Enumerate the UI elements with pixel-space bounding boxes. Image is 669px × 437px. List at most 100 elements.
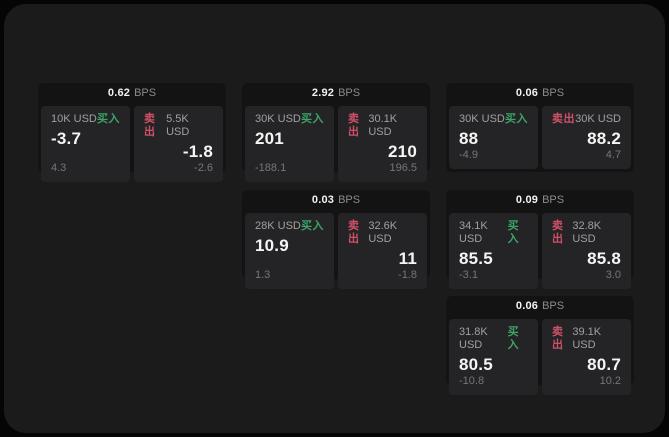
buy-panel[interactable]: 10K USD 买入 -3.7 4.3 bbox=[41, 106, 130, 182]
buy-panel-top: 10K USD 买入 bbox=[51, 113, 120, 126]
bps-header: 0.62 BPS bbox=[41, 83, 223, 103]
card-body: 30K USD 买入 88 -4.9 卖出 30K USD 88.2 4.7 bbox=[449, 106, 631, 169]
bps-value: 0.62 bbox=[107, 87, 131, 99]
buy-panel-top: 34.1K USD 买入 bbox=[459, 220, 528, 246]
buy-side-label: 买入 bbox=[507, 326, 520, 351]
bps-value: 0.06 bbox=[515, 87, 539, 99]
sell-notional: 5.5K USD bbox=[166, 113, 190, 138]
bps-value: 0.06 bbox=[515, 300, 539, 312]
sell-notional: 32.6K USD bbox=[368, 220, 398, 245]
buy-panel-top: 30K USD 买入 bbox=[459, 113, 528, 126]
price-card: 2.92 BPS 30K USD 买入 201 -188.1 卖出 30.1K … bbox=[242, 83, 430, 182]
buy-side-label: 买入 bbox=[301, 113, 324, 125]
bps-unit-label: BPS bbox=[134, 87, 157, 99]
bps-value: 0.09 bbox=[515, 194, 539, 206]
price-card: 0.09 BPS 34.1K USD 买入 85.5 -3.1 卖出 32.8K… bbox=[446, 190, 634, 289]
buy-panel[interactable]: 30K USD 买入 201 -188.1 bbox=[245, 106, 334, 182]
sell-panel-top: 卖出 32.6K USD bbox=[348, 220, 417, 246]
buy-panel-top: 28K USD 买入 bbox=[255, 220, 324, 233]
buy-delta: -4.9 bbox=[459, 149, 478, 161]
bps-unit-label: BPS bbox=[542, 87, 565, 99]
card-body: 28K USD 买入 10.9 1.3 卖出 32.6K USD 11 -1.8 bbox=[245, 213, 427, 289]
buy-panel[interactable]: 28K USD 买入 10.9 1.3 bbox=[245, 213, 334, 289]
buy-delta: 4.3 bbox=[51, 162, 67, 174]
bps-unit-label: BPS bbox=[338, 194, 361, 206]
buy-panel-top: 30K USD 买入 bbox=[255, 113, 324, 126]
buy-side-label: 买入 bbox=[97, 113, 120, 125]
buy-side-label: 买入 bbox=[301, 220, 324, 232]
bps-value: 0.03 bbox=[311, 194, 335, 206]
sell-delta: 3.0 bbox=[605, 269, 621, 281]
buy-price: 88 bbox=[459, 129, 479, 148]
price-card: 0.03 BPS 28K USD 买入 10.9 1.3 卖出 32.6K US… bbox=[242, 190, 430, 289]
buy-notional: 28K USD bbox=[255, 220, 301, 232]
bps-unit-label: BPS bbox=[338, 87, 361, 99]
buy-notional: 34.1K USD bbox=[459, 220, 488, 245]
sell-notional: 30K USD bbox=[575, 113, 621, 125]
sell-price: -1.8 bbox=[182, 142, 213, 161]
bps-header: 2.92 BPS bbox=[245, 83, 427, 103]
sell-panel-top: 卖出 32.8K USD bbox=[552, 220, 621, 246]
sell-panel[interactable]: 卖出 32.6K USD 11 -1.8 bbox=[338, 213, 427, 289]
buy-delta: 1.3 bbox=[255, 269, 271, 281]
bps-value: 2.92 bbox=[311, 87, 335, 99]
card-body: 10K USD 买入 -3.7 4.3 卖出 5.5K USD -1.8 -2.… bbox=[41, 106, 223, 182]
sell-price: 11 bbox=[398, 249, 417, 268]
sell-panel-top: 卖出 5.5K USD bbox=[144, 113, 213, 139]
sell-price: 85.8 bbox=[587, 249, 621, 268]
sell-panel-top: 卖出 30.1K USD bbox=[348, 113, 417, 139]
sell-panel[interactable]: 卖出 30.1K USD 210 196.5 bbox=[338, 106, 427, 182]
bps-header: 0.06 BPS bbox=[449, 83, 631, 103]
sell-delta: 10.2 bbox=[599, 375, 621, 387]
buy-price: -3.7 bbox=[51, 129, 82, 148]
buy-side-label: 买入 bbox=[505, 113, 528, 125]
sell-price: 80.7 bbox=[587, 355, 621, 374]
buy-panel[interactable]: 30K USD 买入 88 -4.9 bbox=[449, 106, 538, 169]
buy-panel[interactable]: 31.8K USD 买入 80.5 -10.8 bbox=[449, 319, 538, 395]
bps-header: 0.09 BPS bbox=[449, 190, 631, 210]
sell-side-label: 卖出 bbox=[552, 326, 564, 351]
sell-side-label: 卖出 bbox=[552, 220, 564, 245]
card-body: 31.8K USD 买入 80.5 -10.8 卖出 39.1K USD 80.… bbox=[449, 319, 631, 395]
buy-delta: -188.1 bbox=[255, 162, 287, 174]
sell-side-label: 卖出 bbox=[552, 113, 575, 125]
sell-panel[interactable]: 卖出 32.8K USD 85.8 3.0 bbox=[542, 213, 631, 289]
sell-side-label: 卖出 bbox=[348, 113, 360, 138]
buy-side-label: 买入 bbox=[507, 220, 520, 245]
buy-delta: -10.8 bbox=[459, 375, 485, 387]
bps-unit-label: BPS bbox=[542, 194, 565, 206]
sell-delta: -1.8 bbox=[398, 269, 417, 281]
app-window: 0.62 BPS 10K USD 买入 -3.7 4.3 卖出 5.5K USD bbox=[4, 4, 665, 433]
sell-price: 210 bbox=[388, 142, 417, 161]
buy-price: 80.5 bbox=[459, 355, 493, 374]
sell-delta: -2.6 bbox=[194, 162, 213, 174]
card-body: 30K USD 买入 201 -188.1 卖出 30.1K USD 210 1… bbox=[245, 106, 427, 182]
buy-notional: 30K USD bbox=[255, 113, 301, 125]
sell-notional: 39.1K USD bbox=[572, 326, 602, 351]
sell-panel[interactable]: 卖出 39.1K USD 80.7 10.2 bbox=[542, 319, 631, 395]
bps-header: 0.06 BPS bbox=[449, 296, 631, 316]
sell-panel[interactable]: 卖出 30K USD 88.2 4.7 bbox=[542, 106, 631, 169]
sell-delta: 196.5 bbox=[389, 162, 417, 174]
price-card: 0.06 BPS 30K USD 买入 88 -4.9 卖出 30K USD bbox=[446, 83, 634, 172]
card-body: 34.1K USD 买入 85.5 -3.1 卖出 32.8K USD 85.8… bbox=[449, 213, 631, 289]
buy-notional: 31.8K USD bbox=[459, 326, 488, 351]
buy-delta: -3.1 bbox=[459, 269, 478, 281]
bps-header: 0.03 BPS bbox=[245, 190, 427, 210]
sell-price: 88.2 bbox=[587, 129, 621, 148]
sell-panel-top: 卖出 30K USD bbox=[552, 113, 621, 126]
sell-panel[interactable]: 卖出 5.5K USD -1.8 -2.6 bbox=[134, 106, 223, 182]
buy-price: 10.9 bbox=[255, 236, 289, 255]
price-card: 0.06 BPS 31.8K USD 买入 80.5 -10.8 卖出 39.1… bbox=[446, 296, 634, 395]
buy-notional: 30K USD bbox=[459, 113, 505, 125]
sell-notional: 32.8K USD bbox=[572, 220, 602, 245]
sell-side-label: 卖出 bbox=[348, 220, 360, 245]
buy-panel-top: 31.8K USD 买入 bbox=[459, 326, 528, 352]
bps-unit-label: BPS bbox=[542, 300, 565, 312]
buy-panel[interactable]: 34.1K USD 买入 85.5 -3.1 bbox=[449, 213, 538, 289]
buy-price: 201 bbox=[255, 129, 284, 148]
sell-delta: 4.7 bbox=[605, 149, 621, 161]
buy-price: 85.5 bbox=[459, 249, 493, 268]
sell-side-label: 卖出 bbox=[144, 113, 156, 138]
